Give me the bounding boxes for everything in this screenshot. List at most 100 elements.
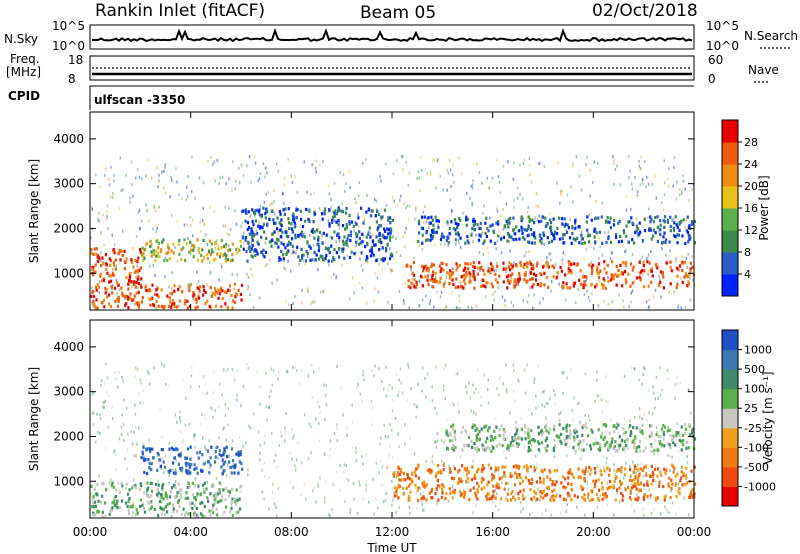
data-cell: [543, 390, 545, 394]
data-cell: [677, 306, 679, 310]
data-cell: [264, 474, 266, 478]
data-cell: [433, 278, 436, 282]
data-cell: [601, 497, 604, 501]
data-cell: [104, 363, 107, 366]
data-cell: [125, 276, 128, 280]
data-cell: [559, 189, 562, 193]
beam-title: Beam 05: [360, 3, 436, 23]
data-cell: [170, 305, 173, 309]
data-cell: [544, 446, 547, 450]
data-cell: [443, 243, 446, 246]
data-cell: [533, 234, 536, 238]
data-cell: [239, 453, 242, 457]
data-cell: [194, 498, 197, 502]
data-cell: [472, 442, 475, 445]
data-cell: [238, 497, 241, 501]
data-cell: [310, 302, 312, 306]
data-cell: [535, 204, 538, 208]
data-cell: [576, 236, 579, 240]
data-cell: [134, 403, 136, 407]
data-cell: [209, 465, 211, 469]
data-cell: [623, 473, 626, 477]
data-cell: [221, 289, 224, 293]
data-cell: [613, 162, 615, 166]
data-cell: [140, 253, 143, 257]
data-cell: [481, 181, 483, 185]
data-cell: [304, 259, 307, 263]
data-cell: [504, 303, 506, 307]
data-cell: [407, 279, 410, 283]
data-cell: [544, 493, 547, 497]
data-cell: [618, 293, 620, 297]
data-cell: [657, 434, 660, 438]
data-cell: [564, 498, 567, 502]
data-cell: [380, 216, 383, 220]
data-cell: [581, 425, 584, 430]
data-cell: [623, 445, 626, 450]
data-cell: [277, 370, 280, 374]
data-cell: [454, 228, 457, 232]
data-cell: [97, 430, 99, 434]
data-cell: [196, 492, 199, 496]
data-cell: [611, 300, 613, 304]
data-cell: [581, 495, 584, 500]
nave-tick-low: 0: [708, 72, 716, 86]
data-cell: [197, 296, 200, 300]
data-cell: [581, 455, 583, 459]
data-cell: [373, 243, 376, 247]
data-cell: [615, 469, 618, 473]
data-cell: [458, 217, 461, 221]
data-cell: [113, 499, 116, 503]
data-cell: [526, 210, 529, 214]
data-cell: [114, 504, 117, 508]
data-cell: [682, 174, 684, 178]
data-cell: [585, 275, 588, 279]
data-cell: [221, 495, 224, 499]
data-cell: [346, 253, 349, 257]
data-cell: [675, 512, 677, 516]
colorbar-tick-label: 4: [744, 268, 751, 281]
data-cell: [677, 450, 680, 454]
data-cell: [136, 367, 139, 371]
data-cell: [168, 257, 171, 261]
data-cell: [484, 295, 487, 299]
data-cell: [533, 241, 536, 245]
data-cell: [453, 430, 456, 434]
data-cell: [426, 483, 429, 487]
data-cell: [408, 171, 411, 175]
data-cell: [478, 391, 480, 395]
data-cell: [152, 227, 154, 231]
data-cell: [604, 286, 607, 290]
data-cell: [529, 434, 532, 438]
data-cell: [507, 274, 510, 278]
data-cell: [668, 167, 670, 171]
data-cell: [652, 385, 654, 389]
data-cell: [639, 230, 642, 234]
data-cell: [498, 434, 501, 438]
data-cell: [365, 210, 368, 214]
data-cell: [691, 254, 693, 258]
data-cell: [684, 272, 687, 276]
data-cell: [329, 439, 332, 443]
data-cell: [186, 496, 189, 500]
data-cell: [685, 274, 688, 278]
data-cell: [409, 265, 412, 269]
data-cell: [193, 438, 196, 442]
data-cell: [503, 265, 505, 269]
data-cell: [387, 218, 390, 222]
data-cell: [487, 269, 490, 273]
data-cell: [449, 269, 452, 273]
data-cell: [273, 221, 276, 225]
data-cell: [533, 439, 536, 443]
data-cell: [203, 462, 206, 466]
data-cell: [463, 277, 466, 281]
data-cell: [542, 489, 545, 493]
data-cell: [422, 508, 424, 512]
data-cell: [541, 433, 544, 437]
data-cell: [598, 230, 601, 234]
data-cell: [384, 229, 387, 233]
data-cell: [164, 256, 167, 260]
data-cell: [646, 257, 648, 261]
data-cell: [638, 164, 641, 168]
data-cell: [291, 251, 293, 255]
